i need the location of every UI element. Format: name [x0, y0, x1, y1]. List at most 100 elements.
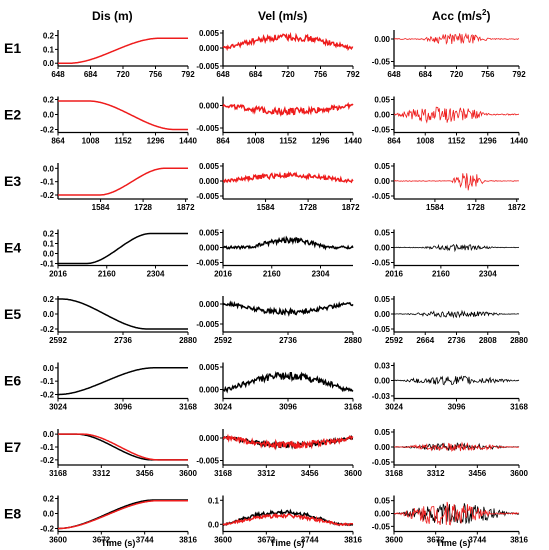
x-tick-label: 1152	[448, 137, 466, 146]
x-tick-label: 684	[249, 70, 263, 79]
x-tick-label: 2016	[49, 270, 67, 279]
x-tick-label: 3672	[257, 536, 275, 545]
dis-panel: 0.2 0.1 0.0 648 684 720 756 792	[43, 30, 195, 79]
y-tick-label: 0.000	[199, 434, 220, 443]
y-tick-label: 0.0	[43, 310, 55, 319]
row-label: E7	[4, 439, 21, 455]
y-tick-label: -0.2	[40, 126, 54, 135]
row-e8: E8 0.2 0.0 -0.2 3600 3672 3744 3816 0.1 0.0 3600 36…	[4, 495, 528, 545]
x-tick-label: 720	[116, 70, 130, 79]
black-series-line	[58, 232, 188, 265]
red-series-line	[393, 441, 520, 452]
row-e7: E7 0.0 -0.1 -0.2 3168 3312 3456 3600 0.000 -0.005…	[4, 428, 528, 478]
y-tick-label: 0.03	[374, 362, 390, 371]
x-tick-label: 864	[216, 137, 230, 146]
y-tick-label: -0.2	[40, 525, 54, 534]
x-tick-label: 3168	[214, 469, 232, 478]
y-tick-label: 0.000	[199, 244, 220, 253]
y-tick-label: -0.05	[372, 325, 391, 334]
x-tick-label: 1440	[510, 137, 528, 146]
y-tick-label: 0.05	[374, 229, 390, 238]
x-tick-label: 756	[481, 70, 495, 79]
y-tick-label: 0.000	[199, 300, 220, 309]
y-tick-label: 0.0	[43, 510, 55, 519]
x-tick-label: 3168	[510, 403, 528, 412]
x-tick-label: 2592	[385, 336, 403, 345]
x-tick-label: 648	[216, 70, 230, 79]
x-tick-label: 1872	[508, 203, 526, 212]
dis-panel: 0.2 0.0 -0.2 864 1008 1152 1296 1440	[40, 96, 197, 146]
x-tick-label: 2304	[479, 270, 497, 279]
x-tick-label: 2016	[385, 270, 403, 279]
x-tick-label: 3024	[385, 403, 403, 412]
vel-panel: 0.005 0.000 -0.005 2016 2160 2304	[196, 229, 354, 279]
x-tick-label: 3096	[279, 403, 297, 412]
y-tick-label: 0.000	[199, 386, 220, 395]
y-tick-label: 0.005	[199, 162, 220, 171]
x-tick-label: 2664	[416, 336, 434, 345]
y-tick-label: 0.05	[374, 295, 390, 304]
y-tick-label: -0.05	[372, 522, 391, 531]
vel-panel: 0.000 -0.005 2592 2736 2880	[196, 296, 362, 345]
y-tick-label: -0.1	[40, 178, 54, 187]
vel-panel: 0.005 0.000 -0.005 1584 1728 1872	[196, 162, 360, 212]
row-e2: E2 0.2 0.0 -0.2 864 1008 1152 1296 1440 0.000 -0.0…	[4, 96, 528, 146]
x-tick-label: 1008	[82, 137, 100, 146]
y-tick-label: 0.000	[199, 44, 220, 53]
black-series-line	[222, 300, 354, 317]
x-tick-label: 648	[51, 70, 65, 79]
row-e3: E3 0.0 -0.1 -0.2 1584 1728 1872 0.005 0.000 -0.00…	[4, 162, 526, 212]
acc-panel: 0.05 0.00 -0.05 864 1008 1152 1296 1440	[372, 96, 529, 146]
y-tick-label: 0.00	[374, 244, 390, 253]
x-tick-label: 2736	[114, 336, 132, 345]
x-tick-label: 3600	[49, 536, 67, 545]
x-tick-label: 3168	[385, 469, 403, 478]
dis-panel: 0.0 -0.1 -0.2 3024 3096 3168	[40, 362, 197, 412]
y-tick-label: -0.2	[40, 191, 54, 200]
row-label: E3	[4, 173, 21, 189]
y-tick-label: -0.05	[372, 126, 391, 135]
y-tick-label: -0.005	[196, 124, 219, 133]
y-tick-label: 0.2	[43, 32, 55, 41]
y-tick-label: 0.0	[43, 364, 55, 373]
x-tick-label: 2880	[179, 336, 197, 345]
acc-panel: 0.05 0.00 -0.05 3600 3672 3744 3816	[372, 495, 528, 545]
x-tick-label: 3600	[179, 469, 197, 478]
x-axis-label-dis: Time (s)	[101, 538, 135, 548]
y-tick-label: -0.1	[40, 377, 54, 386]
y-tick-label: 0.005	[199, 29, 220, 38]
y-tick-label: 0.0	[208, 520, 220, 529]
x-tick-label: 756	[314, 70, 328, 79]
x-tick-label: 2160	[263, 270, 281, 279]
y-tick-label: 0.2	[43, 295, 55, 304]
x-tick-label: 2736	[279, 336, 297, 345]
x-tick-label: 1152	[114, 137, 132, 146]
y-tick-label: 0.1	[43, 240, 55, 249]
black-series-line	[393, 309, 520, 319]
x-tick-label: 684	[419, 70, 433, 79]
x-tick-label: 1728	[299, 203, 317, 212]
y-tick-label: 0.005	[199, 229, 220, 238]
y-tick-label: 0.0	[43, 59, 55, 68]
x-tick-label: 1872	[177, 203, 195, 212]
x-axis-labels: Time (s) Time (s) Time (s)	[101, 538, 470, 548]
dis-panel: 0.2 0.0 -0.2 3600 3672 3744 3816	[40, 495, 197, 545]
y-tick-label: 0.05	[374, 497, 390, 506]
x-tick-label: 1296	[147, 137, 165, 146]
x-tick-label: 648	[387, 70, 401, 79]
x-tick-label: 2808	[479, 336, 497, 345]
row-e1: E1 0.2 0.1 0.0 648 684 720 756 792 0.005 0.000 -0.0…	[4, 29, 526, 79]
black-series-line	[58, 499, 188, 530]
x-tick-label: 3672	[427, 536, 445, 545]
x-tick-label: 1296	[479, 137, 497, 146]
y-tick-label: -0.05	[372, 458, 391, 467]
x-tick-label: 2592	[49, 336, 67, 345]
x-tick-label: 1728	[134, 203, 152, 212]
y-tick-label: -0.005	[196, 259, 219, 268]
vel-panel: 0.1 0.0 3600 3672 3744 3816	[208, 495, 362, 545]
y-tick-label: 0.0	[43, 250, 55, 259]
x-tick-label: 792	[181, 70, 195, 79]
red-series-line	[58, 167, 188, 196]
